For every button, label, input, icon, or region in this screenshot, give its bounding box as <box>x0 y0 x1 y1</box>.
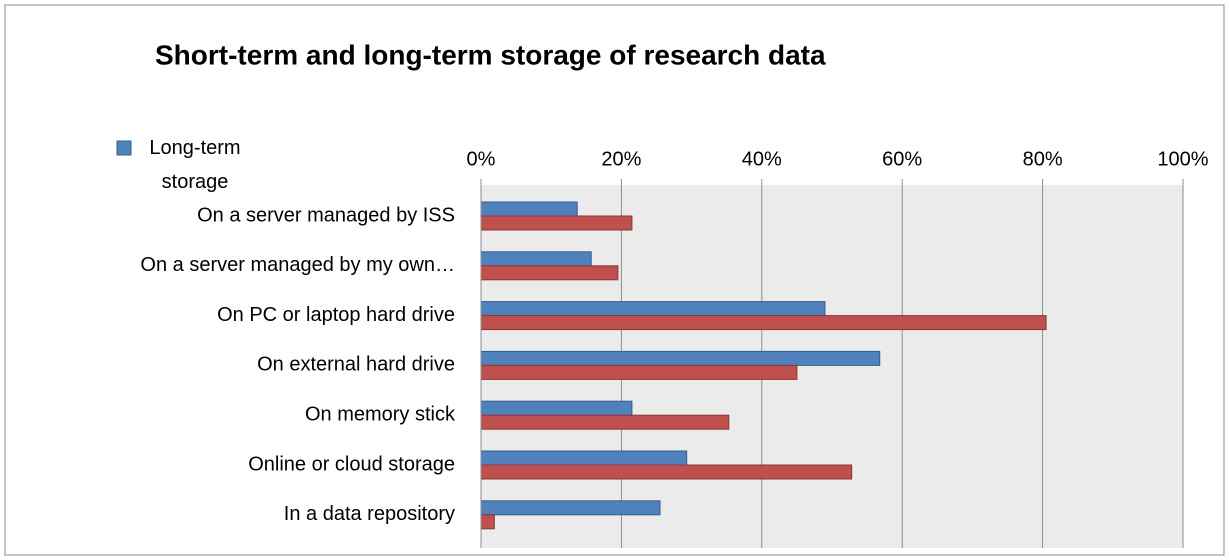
bar <box>480 315 1047 331</box>
x-tick-label: 20% <box>601 148 641 170</box>
bar <box>480 215 633 231</box>
x-tick-label: 40% <box>742 148 782 170</box>
bar <box>480 350 881 366</box>
y-tick-label: On external hard drive <box>257 354 455 376</box>
x-tick-label: 60% <box>882 148 922 170</box>
chart-title: Short-term and long-term storage of rese… <box>155 39 826 70</box>
x-tick-label: 80% <box>1023 148 1063 170</box>
bar <box>480 500 661 516</box>
x-tick-label: 100% <box>1157 148 1208 170</box>
bar <box>480 265 619 281</box>
legend-label: Long-term storage <box>149 137 241 193</box>
bar <box>480 301 826 317</box>
y-tick-label: On a server managed by my own… <box>140 254 455 276</box>
bar <box>480 450 688 466</box>
bar <box>480 400 633 416</box>
legend-swatch <box>116 140 132 156</box>
bar <box>480 364 798 380</box>
bar <box>480 414 730 430</box>
bar <box>480 251 592 267</box>
y-tick-label: On memory stick <box>305 403 456 425</box>
bar <box>480 201 578 217</box>
y-tick-label: Online or cloud storage <box>248 453 455 475</box>
y-tick-label: On PC or laptop hard drive <box>217 304 455 326</box>
bar <box>480 514 495 530</box>
y-tick-label: In a data repository <box>284 503 455 525</box>
bar <box>480 464 853 480</box>
x-tick-label: 0% <box>467 148 496 170</box>
y-tick-label: On a server managed by ISS <box>197 204 455 226</box>
